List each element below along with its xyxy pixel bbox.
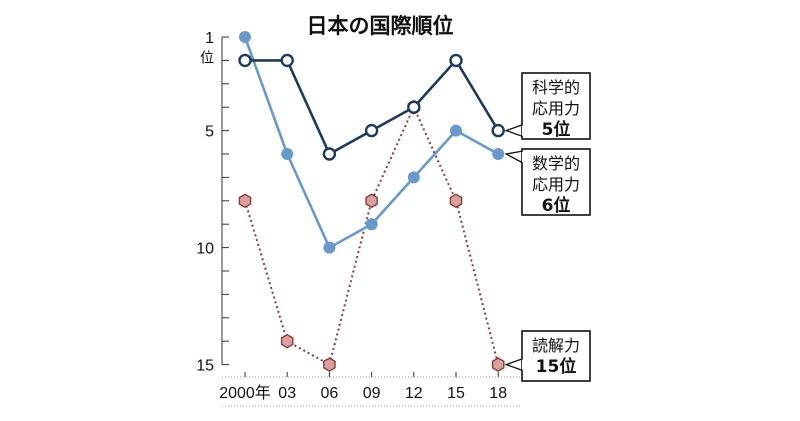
data-point — [323, 241, 336, 254]
series-name-line: 応用力 — [532, 175, 580, 194]
data-point — [238, 193, 252, 209]
series-rank-label: 15位 — [536, 356, 577, 377]
series-name-line: 読解力 — [532, 336, 580, 355]
x-tick-label: 15 — [447, 385, 465, 402]
data-point — [365, 193, 378, 209]
chart-title: 日本の国際順位 — [307, 14, 454, 38]
callout-pointer — [504, 123, 524, 138]
data-point — [280, 333, 294, 349]
data-point — [407, 100, 421, 114]
series-layer — [238, 31, 505, 372]
y-tick-label: 15 — [196, 358, 214, 375]
data-point — [323, 357, 336, 372]
y-tick-label: 5 — [205, 124, 214, 141]
data-point — [407, 171, 420, 184]
callout-box — [521, 72, 591, 140]
series-2 — [238, 99, 505, 372]
data-point — [449, 53, 463, 68]
x-tick-label: 09 — [363, 385, 381, 402]
y-tick-label: 1 — [205, 30, 214, 47]
data-point — [449, 193, 463, 209]
data-point — [491, 357, 505, 372]
series-1 — [239, 31, 505, 254]
data-point — [450, 124, 462, 137]
x-tick-label: 18 — [489, 385, 507, 402]
y-tick-label: 10 — [196, 241, 214, 258]
series-rank-label: 5位 — [542, 119, 571, 140]
series-name-line: 応用力 — [532, 99, 580, 118]
data-point — [322, 147, 337, 161]
callout-pointer — [504, 150, 524, 165]
data-point — [239, 31, 251, 43]
series-rank-label: 6位 — [542, 195, 571, 216]
x-tick-label: 03 — [278, 385, 296, 402]
data-point — [280, 53, 294, 68]
series-0 — [238, 53, 505, 161]
data-point — [281, 148, 294, 160]
data-point — [492, 148, 505, 160]
data-point — [238, 53, 252, 68]
callout-box — [521, 330, 591, 382]
y-unit-label: 位 — [200, 50, 214, 66]
data-point — [491, 123, 505, 138]
series-name-line: 科学的 — [532, 78, 580, 97]
x-tick-label: 2000年 — [219, 384, 271, 402]
data-point — [364, 123, 379, 138]
callout-pointer — [504, 357, 524, 372]
data-point — [365, 218, 378, 231]
x-tick-label: 06 — [321, 385, 339, 402]
callout-box — [521, 148, 591, 216]
x-tick-label: 12 — [405, 385, 423, 402]
series-name-line: 数学的 — [532, 154, 580, 173]
